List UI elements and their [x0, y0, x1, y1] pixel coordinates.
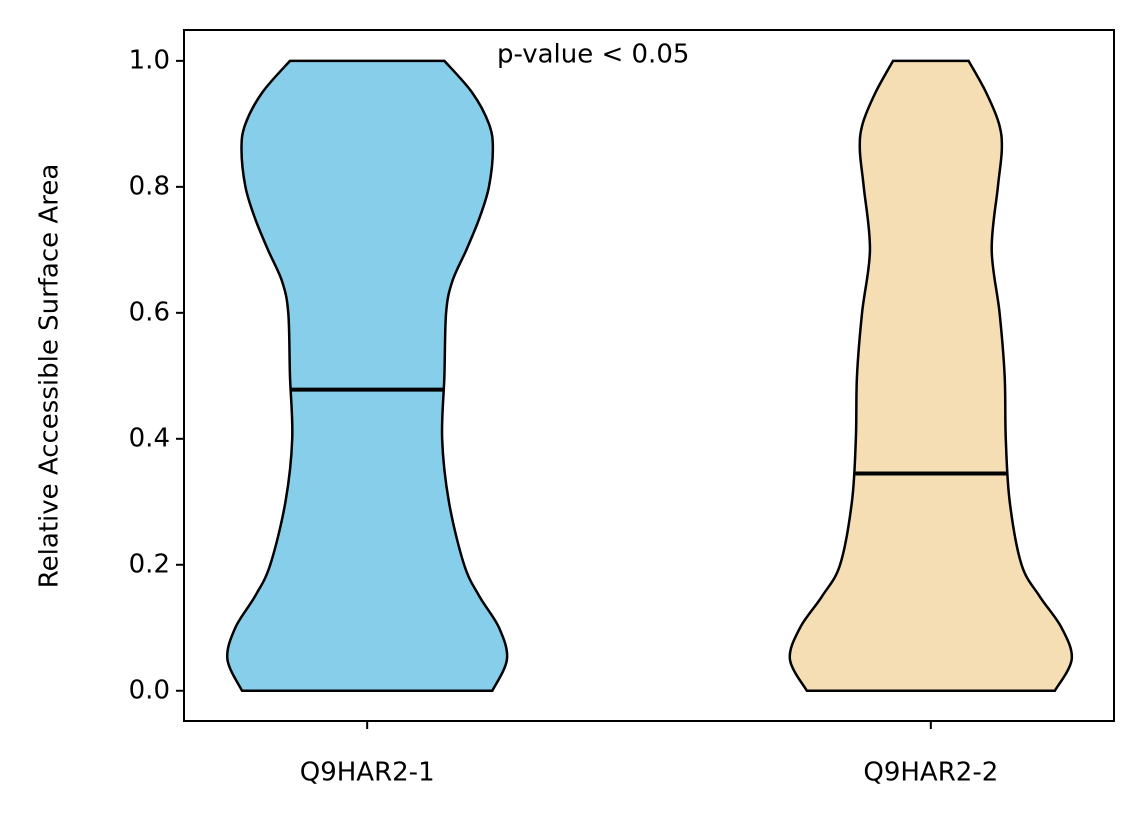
y-tick-label: 1.0: [129, 45, 170, 75]
y-tick-label: 0.4: [129, 423, 170, 453]
y-tick-label: 0.2: [129, 549, 170, 579]
y-tick-label: 0.0: [129, 675, 170, 705]
violin: [225, 59, 509, 693]
plot-frame: [183, 29, 1115, 722]
y-tick-label: 0.6: [129, 297, 170, 327]
violin: [788, 59, 1074, 693]
x-tick-label: Q9HAR2-1: [300, 758, 435, 788]
x-tick-label: Q9HAR2-2: [863, 758, 998, 788]
annotation: p-value < 0.05: [497, 40, 689, 70]
y-tick-label: 0.8: [129, 171, 170, 201]
y-axis-label: Relative Accessible Surface Area: [35, 164, 65, 588]
